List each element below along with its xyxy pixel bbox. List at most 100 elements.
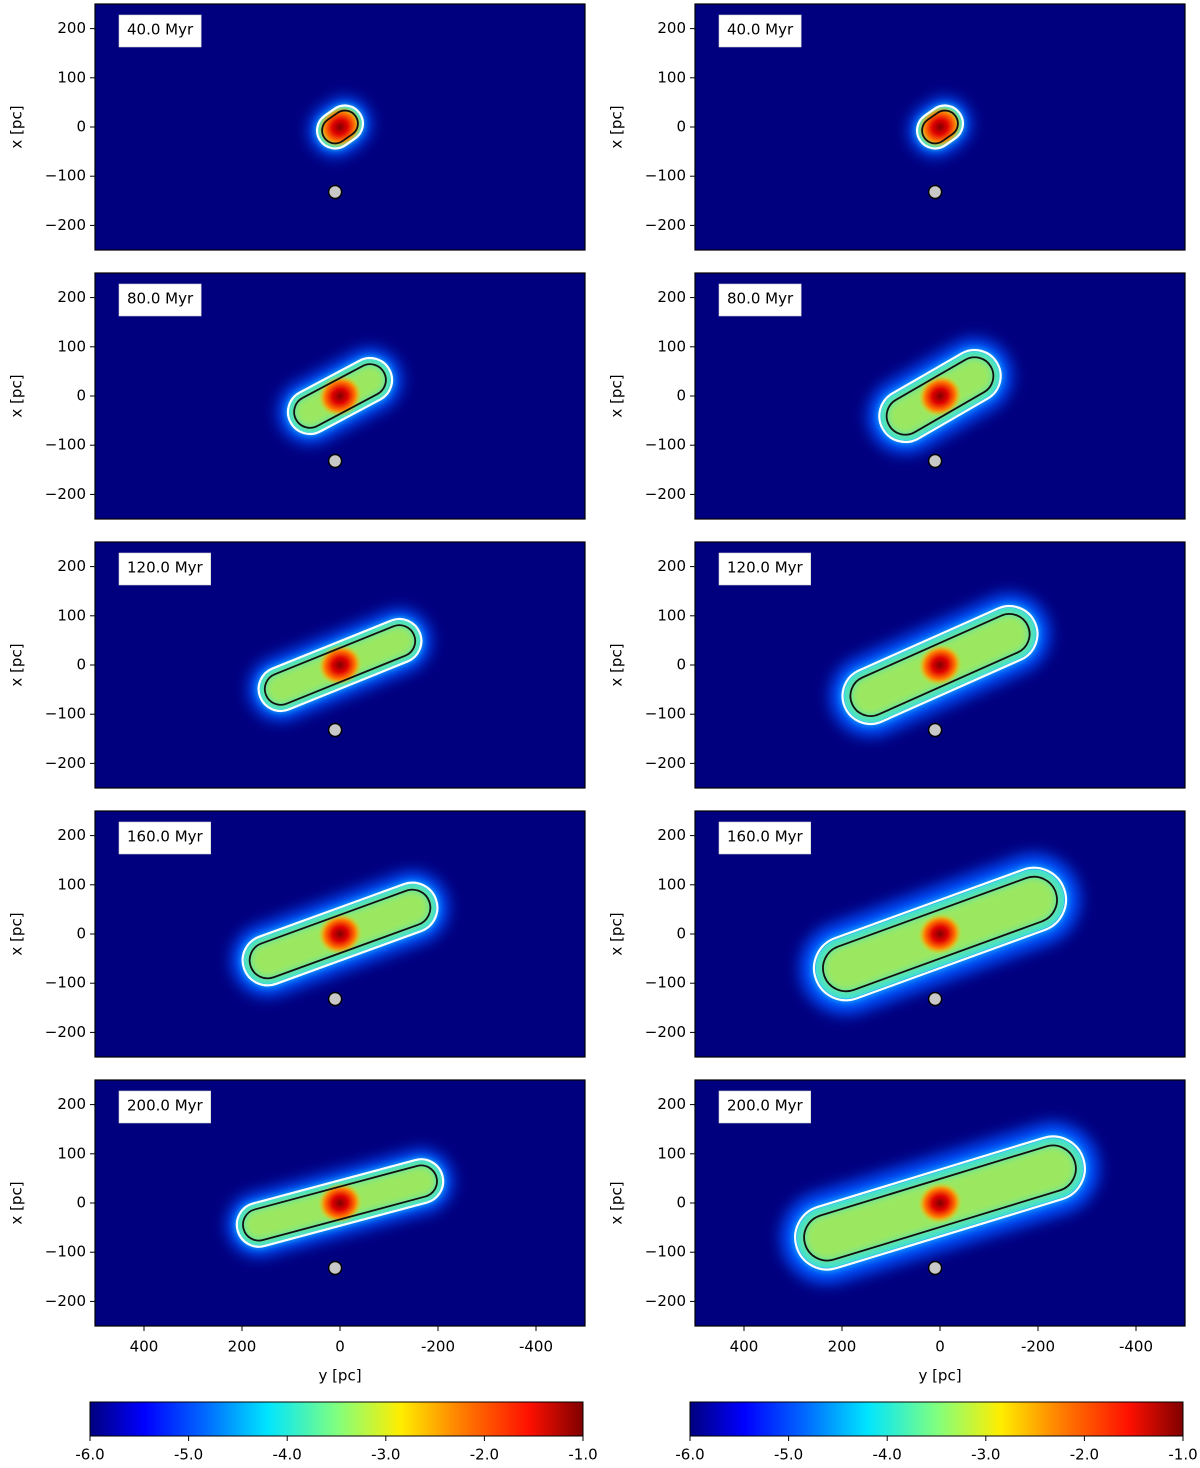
time-label: 160.0 Myr xyxy=(127,828,204,846)
y-tick-label: 200 xyxy=(657,19,686,37)
blob xyxy=(308,97,372,157)
satellite xyxy=(327,1260,343,1276)
colorbar-tick-label: -3.0 xyxy=(971,1446,1000,1464)
density-contour-outer xyxy=(286,356,394,436)
satellite xyxy=(327,991,343,1007)
y-axis-label: x [pc] xyxy=(608,643,626,686)
y-tick-label: 0 xyxy=(676,656,686,674)
y-tick-label: 0 xyxy=(76,656,86,674)
density-core xyxy=(918,1182,962,1224)
y-tick-label: −100 xyxy=(645,705,686,723)
colorbar-tick-label: -5.0 xyxy=(774,1446,803,1464)
time-label-box xyxy=(118,283,202,317)
satellite xyxy=(927,453,943,469)
density-contour-inner xyxy=(921,109,959,145)
density-core xyxy=(318,644,362,686)
satellite xyxy=(327,722,343,738)
colorbar-tick-label: -3.0 xyxy=(371,1446,400,1464)
x-tick-label: 400 xyxy=(130,1338,159,1356)
colorbar-tick-label: -1.0 xyxy=(1168,1446,1197,1464)
time-label-box xyxy=(718,552,812,586)
y-tick-label: −200 xyxy=(45,216,86,234)
colorbar-tick-label: -2.0 xyxy=(1070,1446,1099,1464)
density-contour-inner xyxy=(321,109,359,145)
density-contour-inner xyxy=(242,1164,438,1242)
x-tick-label: 0 xyxy=(935,1338,945,1356)
y-tick-label: 0 xyxy=(676,387,686,405)
x-tick-label: -400 xyxy=(1119,1338,1153,1356)
y-tick-label: 100 xyxy=(657,875,686,893)
colorbar xyxy=(689,1401,1184,1437)
time-label: 160.0 Myr xyxy=(727,828,804,846)
time-label: 40.0 Myr xyxy=(727,21,794,39)
y-tick-label: −100 xyxy=(45,974,86,992)
y-tick-label: 200 xyxy=(57,1095,86,1113)
y-tick-label: 0 xyxy=(676,925,686,943)
blob xyxy=(780,1122,1100,1284)
y-tick-label: −200 xyxy=(645,216,686,234)
y-axis-label: x [pc] xyxy=(608,105,626,148)
colorbar-tick-label: -6.0 xyxy=(75,1446,104,1464)
y-tick-label: 200 xyxy=(657,288,686,306)
colorbar-tick-label: -1.0 xyxy=(568,1446,597,1464)
density-contour-inner xyxy=(885,356,995,436)
density-contour-inner xyxy=(849,613,1031,717)
satellite xyxy=(927,184,943,200)
density-core xyxy=(318,913,362,955)
density-contour-outer xyxy=(241,881,439,987)
time-label-box xyxy=(718,821,812,855)
density-core xyxy=(318,375,362,417)
density-core xyxy=(918,106,962,148)
time-label: 200.0 Myr xyxy=(727,1097,804,1115)
time-label-box xyxy=(718,1090,812,1124)
y-axis-label: x [pc] xyxy=(608,374,626,417)
y-tick-label: 100 xyxy=(657,1144,686,1162)
x-tick-label: -200 xyxy=(1021,1338,1055,1356)
density-core xyxy=(918,375,962,417)
y-tick-label: −100 xyxy=(645,1243,686,1261)
time-label-box xyxy=(718,14,802,48)
y-tick-label: 0 xyxy=(676,1194,686,1212)
y-tick-label: −100 xyxy=(645,974,686,992)
density-contour-outer xyxy=(841,604,1039,726)
colorbar-tick-label: -5.0 xyxy=(174,1446,203,1464)
y-tick-label: −100 xyxy=(645,436,686,454)
blob xyxy=(799,853,1081,1015)
time-label-box xyxy=(118,14,202,48)
time-label: 80.0 Myr xyxy=(127,290,194,308)
panel xyxy=(695,1080,1185,1326)
y-tick-label: 200 xyxy=(657,826,686,844)
y-tick-label: 0 xyxy=(76,118,86,136)
y-axis-label: x [pc] xyxy=(608,1181,626,1224)
density-contour-outer xyxy=(915,104,965,150)
y-tick-label: 100 xyxy=(57,1144,86,1162)
density-core xyxy=(918,913,962,955)
density-contour-outer xyxy=(235,1158,445,1248)
y-tick-label: 0 xyxy=(76,925,86,943)
y-axis-label: x [pc] xyxy=(8,912,26,955)
time-label-box xyxy=(118,1090,212,1124)
satellite xyxy=(327,184,343,200)
satellite xyxy=(927,991,943,1007)
y-tick-label: −200 xyxy=(45,485,86,503)
blob xyxy=(278,348,402,444)
x-axis-label: y [pc] xyxy=(918,1367,961,1385)
y-tick-label: −100 xyxy=(45,705,86,723)
x-tick-label: 400 xyxy=(730,1338,759,1356)
y-tick-label: 100 xyxy=(57,875,86,893)
density-contour-inner xyxy=(248,888,432,980)
satellite xyxy=(927,722,943,738)
density-contour-inner xyxy=(293,363,387,429)
y-tick-label: −200 xyxy=(645,754,686,772)
density-contour-outer xyxy=(812,866,1068,1002)
blob xyxy=(908,97,972,157)
panel xyxy=(695,811,1185,1057)
x-tick-label: 200 xyxy=(228,1338,257,1356)
y-tick-label: 200 xyxy=(657,1095,686,1113)
y-tick-label: 100 xyxy=(657,68,686,86)
time-label: 40.0 Myr xyxy=(127,21,194,39)
y-tick-label: −100 xyxy=(45,1243,86,1261)
y-tick-label: 0 xyxy=(76,387,86,405)
y-tick-label: 100 xyxy=(657,606,686,624)
colorbar-tick-label: -2.0 xyxy=(470,1446,499,1464)
